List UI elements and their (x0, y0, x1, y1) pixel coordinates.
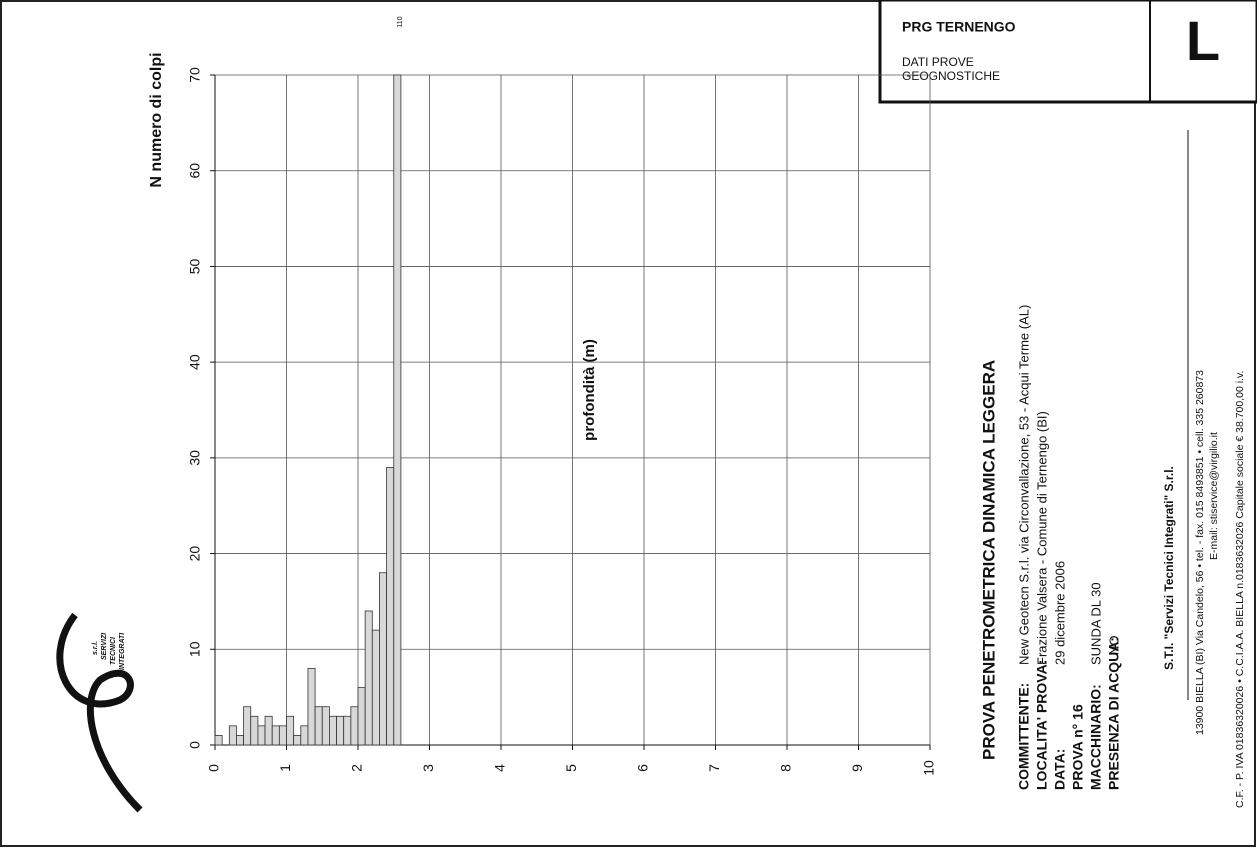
x-tick-label: 10 (921, 760, 937, 776)
header-subtitle: GEOGNOSTICHE (902, 69, 1000, 83)
header-code: L (1186, 9, 1220, 72)
info-label: PROVA n° 16 (1070, 704, 1086, 790)
bar (371, 629, 380, 746)
bar (243, 706, 252, 746)
logo-text: s.r.l. (92, 641, 99, 655)
header-box (878, 0, 1257, 104)
x-tick-label: 0 (206, 764, 222, 772)
bar (343, 715, 352, 746)
info-value: 29 dicembre 2006 (1052, 561, 1067, 665)
bar (336, 715, 345, 746)
x-tick-label: 5 (563, 764, 579, 772)
y-tick-label: 70 (187, 67, 203, 83)
bar (250, 715, 259, 746)
footer-company: S.T.I. "Servizi Tecnici Integrati" S.r.l… (1162, 466, 1176, 670)
header-subtitle: DATI PROVE (902, 55, 974, 69)
bar (357, 687, 366, 746)
x-tick-label: 2 (349, 764, 365, 772)
bar (228, 725, 237, 746)
bar (286, 715, 295, 746)
y-tick-label: 50 (187, 258, 203, 274)
y-tick-label: 40 (187, 354, 203, 370)
bar (278, 725, 287, 746)
bar (257, 725, 266, 746)
bar (393, 74, 402, 746)
bar (321, 706, 330, 746)
y-axis-title: N numero di colpi (148, 52, 165, 187)
bar (236, 735, 244, 746)
bar (214, 735, 223, 746)
header-title: PRG TERNENGO (902, 19, 1016, 35)
info-value: SUNDA DL 30 (1088, 582, 1103, 665)
x-tick-label: 8 (778, 764, 794, 772)
bar (271, 725, 280, 746)
x-tick-label: 1 (277, 764, 293, 772)
y-tick-label: 60 (187, 163, 203, 179)
info-value: Frazione Valsera - Comune di Ternengo (B… (1034, 411, 1049, 665)
y-tick-label: 30 (187, 450, 203, 466)
logo-text: INTEGRATI (119, 632, 126, 670)
info-label: PRESENZA DI ACQUA: (1106, 637, 1122, 790)
bar (328, 715, 337, 746)
y-tick-label: 10 (187, 641, 203, 657)
x-axis-title: profondità (m) (581, 339, 598, 441)
bar (314, 706, 323, 746)
info-value: New Geotecn S.r.l. via Circonvallazione,… (1016, 305, 1031, 665)
bar (350, 706, 359, 746)
x-tick-label: 6 (635, 764, 651, 772)
bar (307, 668, 316, 746)
logo-text: TECNICI (110, 636, 117, 665)
x-tick-label: 3 (420, 764, 436, 772)
x-tick-label: 4 (492, 764, 508, 772)
bar (293, 735, 302, 746)
footer-line: E-mail: stiservice@virgilio.it (1208, 432, 1220, 560)
bar (364, 610, 373, 746)
bar (379, 572, 388, 746)
info-title: PROVA PENETROMETRICA DINAMICA LEGGERA (979, 360, 998, 760)
logo-text: SERVIZI (101, 632, 108, 660)
bar (264, 715, 273, 746)
footer-line: C.F. - P. IVA 01836320026 • C.C.I.A.A. B… (1234, 371, 1246, 808)
y-tick-label: 0 (187, 741, 203, 749)
x-tick-label: 7 (706, 764, 722, 772)
footer-line: 13900 BIELLA (BI) Via Candelo, 56 • tel.… (1194, 370, 1206, 735)
info-label: COMMITTENTE: (1016, 683, 1032, 790)
info-value: NO (1106, 636, 1121, 656)
info-label: MACCHINARIO: (1088, 684, 1104, 790)
bar (386, 467, 395, 746)
x-tick-label: 9 (849, 764, 865, 772)
bar (300, 725, 309, 746)
info-label: DATA: (1052, 749, 1068, 790)
y-tick-label: 20 (187, 546, 203, 562)
info-label: LOCALITA' PROVA: (1034, 660, 1050, 790)
logo-mark (56, 612, 143, 813)
corner-mark: 110 (397, 16, 404, 27)
